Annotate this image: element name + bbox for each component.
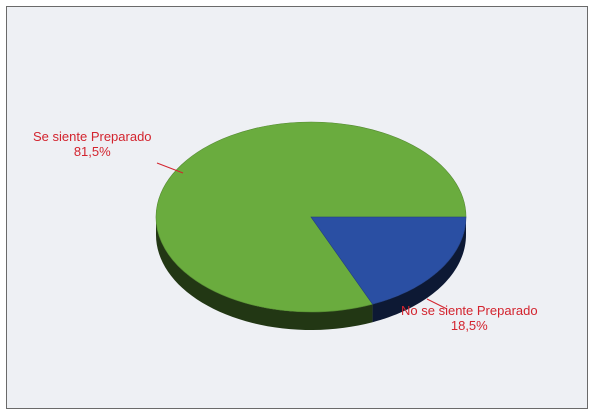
chart-frame: Se siente Preparado 81,5% No se siente P… — [6, 6, 588, 409]
slice-label-not-prepared: No se siente Preparado 18,5% — [401, 303, 538, 333]
leader-lines — [156, 162, 448, 310]
pie-chart — [155, 121, 467, 330]
slice-label-prepared: Se siente Preparado 81,5% — [33, 129, 152, 159]
leader-line-prepared — [156, 162, 184, 174]
slice-percent-prepared: 81,5% — [73, 144, 111, 159]
pie-slice-not-prepared — [310, 216, 467, 305]
slice-name-prepared: Se siente Preparado — [33, 129, 152, 144]
slice-name-not-prepared: No se siente Preparado — [401, 303, 538, 318]
leader-line-not-prepared — [426, 298, 448, 310]
pie-side-prepared — [156, 217, 373, 330]
slice-percent-not-prepared: 18,5% — [450, 318, 488, 333]
pie-side-not-prepared — [372, 217, 466, 323]
pie-slices — [155, 121, 467, 313]
pie-sides — [156, 217, 466, 330]
